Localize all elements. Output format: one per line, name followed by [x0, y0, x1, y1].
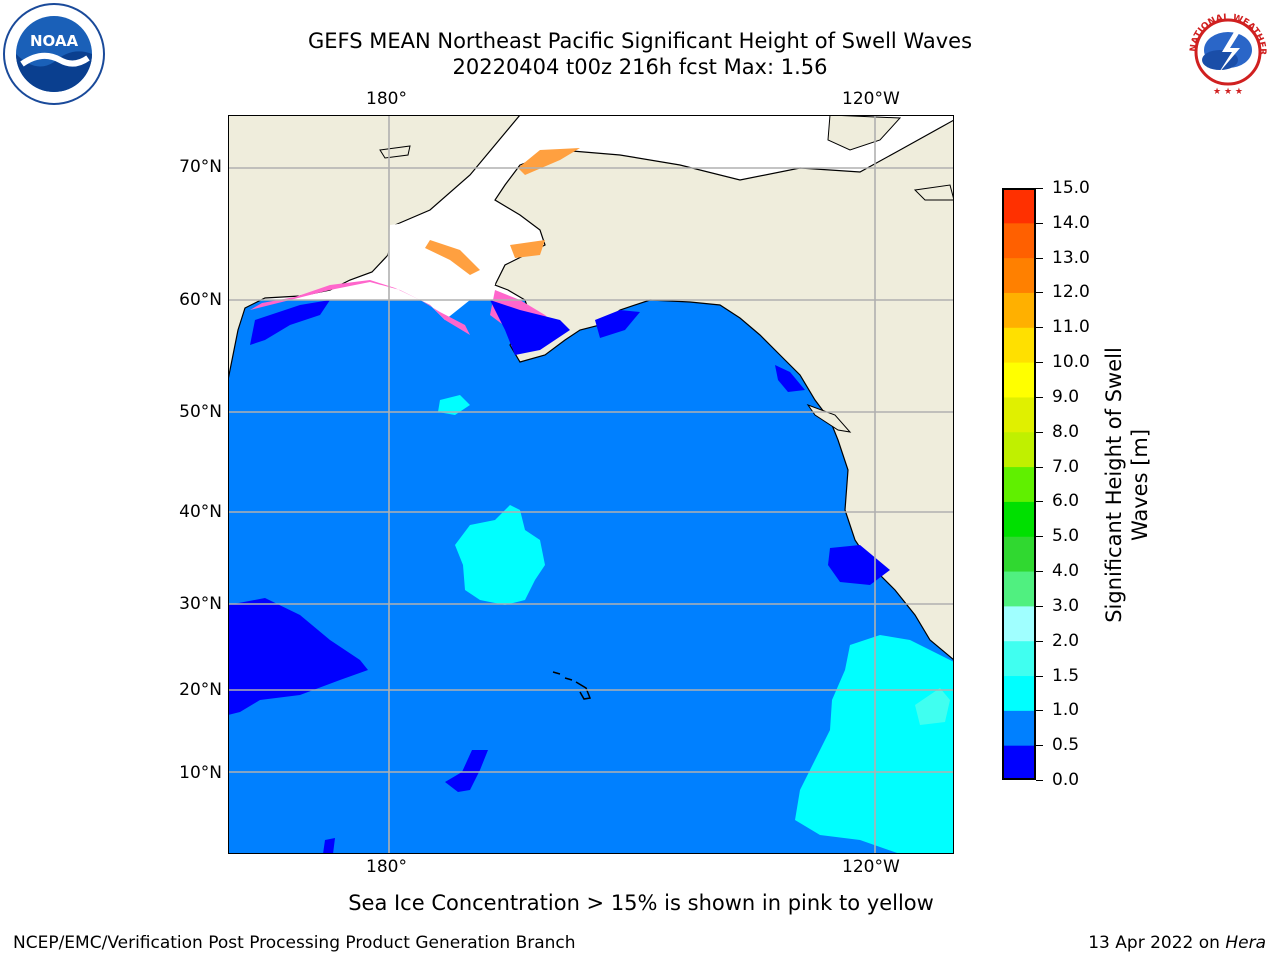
colorbar-tick-mark [1036, 710, 1043, 712]
nws-logo: NATIONAL WEATHER SERVICE ★ ★ ★ [1178, 2, 1276, 100]
colorbar-tick-label: 3.0 [1052, 595, 1080, 616]
colorbar-band [1002, 675, 1036, 711]
colorbar-tick-label: 15.0 [1052, 178, 1090, 198]
colorbar-tick-label: 7.0 [1052, 456, 1080, 477]
lon-label-top-120w: 120°W [842, 89, 900, 109]
colorbar-band [1002, 710, 1036, 746]
lon-label-bottom-120w: 120°W [842, 857, 900, 877]
colorbar-tick-mark [1036, 675, 1043, 677]
sea-ice-caption: Sea Ice Concentration > 15% is shown in … [348, 891, 934, 915]
colorbar-tick-label: 14.0 [1052, 212, 1090, 233]
colorbar-tick-label: 10.0 [1052, 352, 1090, 373]
footer-host: Hera [1225, 933, 1266, 953]
colorbar-tick-label: 8.0 [1052, 421, 1080, 442]
noaa-logo: NOAA [3, 3, 105, 105]
colorbar-tick-label: 1.5 [1052, 665, 1080, 686]
lat-label-30n: 30°N [179, 594, 222, 614]
noaa-logo-text: NOAA [30, 32, 79, 50]
colorbar-band [1002, 431, 1036, 468]
swell-low-patch-west [228, 598, 368, 715]
colorbar-band [1002, 222, 1036, 259]
colorbar-tick-mark [1036, 362, 1043, 364]
colorbar-tick-label: 9.0 [1052, 386, 1080, 407]
colorbar-tick-mark [1036, 292, 1043, 294]
colorbar-band [1002, 396, 1036, 433]
colorbar-band [1002, 605, 1036, 642]
colorbar-tick-mark [1036, 466, 1043, 468]
colorbar [1002, 188, 1036, 780]
colorbar-band [1002, 327, 1036, 363]
colorbar-band [1002, 536, 1036, 572]
colorbar-tick-label: 0.0 [1052, 770, 1080, 790]
colorbar-tick-label: 12.0 [1052, 282, 1090, 303]
colorbar-tick-label: 13.0 [1052, 247, 1090, 268]
colorbar-tick-mark [1036, 501, 1043, 503]
footer-date: 13 Apr 2022 on Hera [1088, 933, 1266, 953]
colorbar-tick-mark [1036, 605, 1043, 607]
colorbar-tick-mark [1036, 396, 1043, 398]
colorbar-band [1002, 640, 1036, 677]
lat-label-60n: 60°N [179, 290, 222, 310]
footer-branch: NCEP/EMC/Verification Post Processing Pr… [13, 933, 576, 953]
colorbar-title: Significant Height of Swell Waves [m] [1101, 347, 1153, 623]
lon-label-bottom-180: 180° [366, 857, 407, 877]
colorbar-tick-label: 11.0 [1052, 317, 1090, 338]
land-north-america [494, 119, 954, 661]
colorbar-tick-mark [1036, 536, 1043, 538]
svg-text:★ ★ ★: ★ ★ ★ [1213, 87, 1243, 97]
colorbar-band [1002, 188, 1036, 224]
colorbar-tick-mark [1036, 188, 1043, 189]
lat-label-40n: 40°N [179, 502, 222, 522]
colorbar-band [1002, 501, 1036, 537]
lat-label-20n: 20°N [179, 680, 222, 700]
map-panel [228, 115, 954, 854]
title-line1: GEFS MEAN Northeast Pacific Significant … [307, 29, 973, 53]
colorbar-title-line2: Waves [m] [1128, 428, 1152, 542]
lat-label-10n: 10°N [179, 763, 222, 783]
colorbar-tick-label: 2.0 [1052, 630, 1080, 651]
swell-1-5-patch-mid [455, 505, 545, 605]
colorbar-band [1002, 745, 1036, 780]
colorbar-band [1002, 362, 1036, 398]
colorbar-band [1002, 257, 1036, 293]
colorbar-tick-mark [1036, 257, 1043, 259]
colorbar-tick-label: 6.0 [1052, 491, 1080, 512]
colorbar-tick-mark [1036, 745, 1043, 747]
colorbar-tick-label: 1.0 [1052, 700, 1080, 721]
colorbar-tick-label: 5.0 [1052, 526, 1080, 547]
lat-label-70n: 70°N [179, 157, 222, 177]
colorbar-tick-label: 0.5 [1052, 735, 1080, 756]
footer-date-text: 13 Apr 2022 on [1088, 933, 1226, 953]
colorbar-tick-mark [1036, 640, 1043, 642]
colorbar-tick-mark [1036, 327, 1043, 329]
lon-label-top-180: 180° [366, 89, 407, 109]
lat-label-50n: 50°N [179, 402, 222, 422]
colorbar-band [1002, 571, 1036, 607]
colorbar-tick-mark [1036, 431, 1043, 433]
colorbar-title-line1: Significant Height of Swell [1102, 347, 1126, 623]
colorbar-band [1002, 292, 1036, 328]
title-line2: 20220404 t00z 216h fcst Max: 1.56 [452, 55, 828, 79]
colorbar-tick-mark [1036, 222, 1043, 224]
graticule [228, 115, 954, 854]
colorbar-tick-label: 4.0 [1052, 561, 1080, 582]
colorbar-band [1002, 466, 1036, 502]
colorbar-tick-mark [1036, 780, 1043, 781]
colorbar-tick-mark [1036, 571, 1043, 573]
